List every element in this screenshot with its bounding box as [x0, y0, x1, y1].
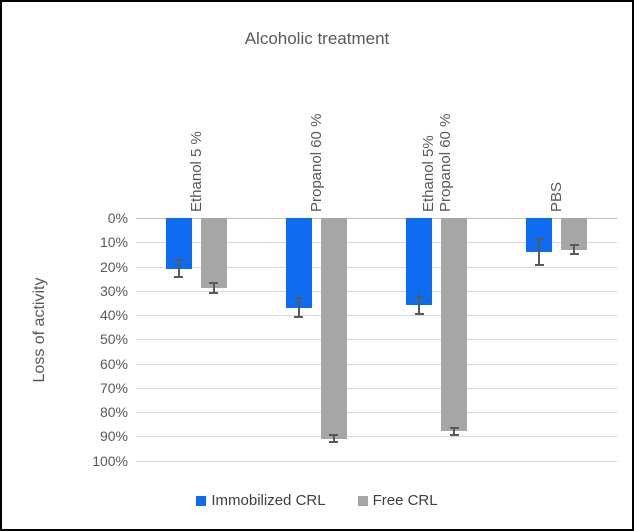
chart-title: Alcoholic treatment — [244, 29, 390, 48]
category-label-ethanol-5: Ethanol 5% Propanol 60 % — [419, 113, 454, 212]
x-axis-line — [136, 218, 617, 219]
error-bar-cap — [569, 253, 579, 256]
y-tick-label: 50% — [99, 331, 128, 348]
y-tick-label: 60% — [99, 355, 128, 372]
y-axis-title: Loss of activity — [31, 277, 48, 383]
error-bar — [573, 244, 576, 255]
bar-free-crl-3 — [441, 218, 468, 432]
error-bar — [212, 283, 215, 294]
y-tick-label: 70% — [99, 379, 128, 396]
error-bar — [538, 238, 541, 266]
error-bar-cap — [209, 292, 219, 295]
legend-item-immobilized-crl: Immobilized CRL — [196, 492, 326, 509]
error-bar-cap — [294, 297, 304, 300]
error-bar — [418, 296, 421, 314]
error-bar-cap — [174, 259, 184, 262]
error-bar-cap — [569, 243, 579, 246]
legend-swatch-immobilized-crl — [196, 495, 207, 506]
error-bar-cap — [449, 426, 459, 429]
legend: Immobilized CRL Free CRL — [2, 492, 632, 509]
error-bar-cap — [414, 295, 424, 298]
error-bar — [332, 435, 335, 443]
category-label-ethanol-5: Ethanol 5 % — [187, 131, 205, 212]
error-bar-cap — [329, 441, 339, 444]
error-bar-cap — [414, 312, 424, 315]
legend-label: Free CRL — [372, 492, 438, 509]
gridline — [136, 436, 617, 438]
gridline — [136, 387, 617, 389]
gridline — [136, 266, 617, 268]
error-bar-cap — [294, 316, 304, 319]
error-bar — [453, 427, 456, 436]
legend-swatch-free-crl — [357, 495, 368, 506]
legend-label: Immobilized CRL — [211, 492, 326, 509]
bar-free-crl-2 — [320, 218, 347, 439]
bar-immobilized-crl-3 — [406, 218, 433, 306]
gridline — [136, 315, 617, 316]
error-bar-cap — [329, 434, 339, 437]
legend-item-free-crl: Free CRL — [357, 492, 438, 509]
y-tick-label: 40% — [99, 307, 128, 323]
gridline — [136, 290, 617, 292]
error-bar-cap — [449, 434, 459, 437]
y-tick-label: 100% — [92, 452, 128, 469]
error-bar-cap — [209, 282, 219, 285]
y-tick-label: 90% — [99, 428, 128, 445]
gridline — [136, 412, 617, 413]
gridline — [136, 460, 617, 462]
gridline — [136, 339, 617, 341]
error-bar-cap — [174, 276, 184, 279]
bar-immobilized-crl-2 — [285, 218, 312, 308]
bar-free-crl-1 — [200, 218, 227, 289]
error-bar — [297, 298, 300, 318]
error-bar — [177, 260, 180, 278]
y-tick-label: 80% — [99, 404, 128, 420]
error-bar-cap — [534, 264, 544, 267]
error-bar-cap — [534, 237, 544, 240]
y-tick-label: 0% — [107, 210, 128, 226]
y-tick-label: 10% — [99, 234, 128, 251]
category-label-propanol-60: Propanol 60 % — [307, 113, 325, 212]
y-tick-label: 20% — [99, 258, 128, 275]
category-label-pbs: PBS — [548, 181, 566, 212]
y-tick-label: 30% — [99, 282, 128, 299]
gridline — [136, 363, 617, 365]
gridline — [136, 242, 617, 244]
